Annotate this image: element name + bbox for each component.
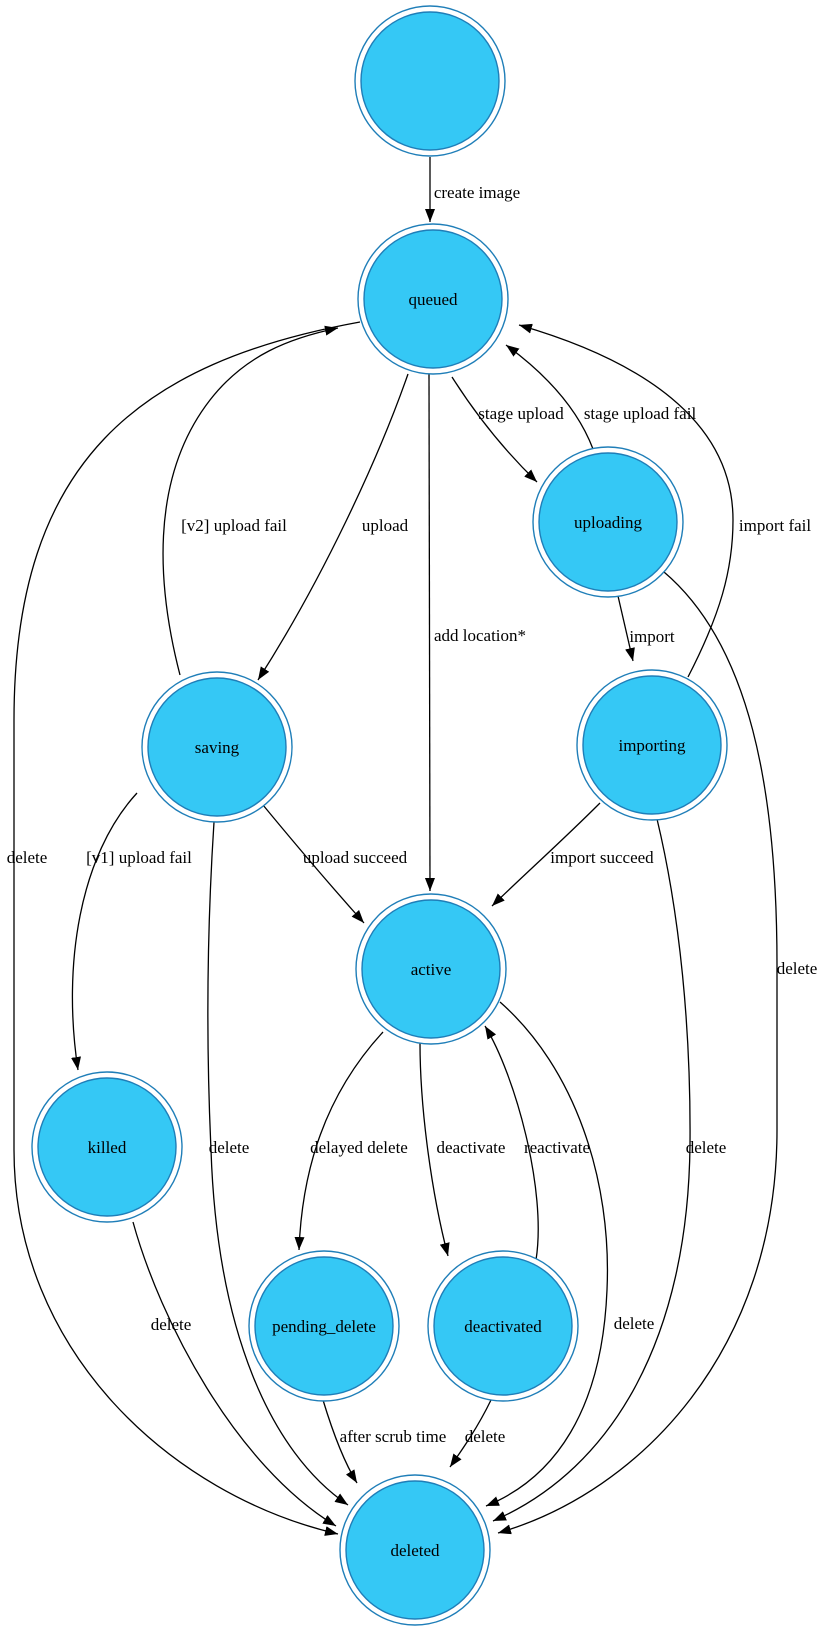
edge-line-killed-delete bbox=[132, 1221, 337, 1527]
edge-queued-to-deleted: delete bbox=[7, 321, 361, 1536]
edge-label-killed-delete: delete bbox=[151, 1315, 192, 1334]
state-label-importing: importing bbox=[618, 736, 686, 755]
state-node-queued: queued bbox=[357, 223, 509, 375]
edge-line-uploading-delete bbox=[497, 571, 778, 1535]
state-node-deactivated: deactivated bbox=[427, 1250, 579, 1402]
edge-importing-to-deleted: delete bbox=[492, 818, 727, 1522]
edge-importing-to-active: import succeed bbox=[491, 802, 654, 907]
edge-active-to-deleted: delete bbox=[485, 1001, 655, 1507]
edge-line-upload bbox=[257, 373, 409, 681]
edge-queued-to-uploading: stage upload bbox=[451, 376, 564, 483]
edge-uploading-to-queued: stage upload fail bbox=[505, 344, 697, 450]
edge-line-queued-delete bbox=[13, 321, 361, 1536]
state-label-active: active bbox=[411, 960, 452, 979]
edge-line-import-fail bbox=[518, 323, 734, 678]
state-importing-inner-circle bbox=[582, 675, 722, 815]
edge-line-stage-upload-fail bbox=[505, 344, 594, 450]
state-label-deleted: deleted bbox=[390, 1541, 440, 1560]
edges: create image stage upload stage upload f… bbox=[7, 157, 818, 1536]
state-start-inner-circle bbox=[360, 11, 500, 151]
edge-line-import-succeed bbox=[491, 802, 601, 907]
edge-line-reactivate bbox=[484, 1025, 539, 1261]
edge-active-to-deactivated: deactivate bbox=[419, 1042, 506, 1257]
state-label-pending-delete: pending_delete bbox=[272, 1317, 376, 1336]
edge-label-import-fail: import fail bbox=[739, 516, 812, 535]
edge-line-upload-succeed bbox=[262, 804, 365, 924]
state-node-importing: importing bbox=[576, 669, 728, 821]
edge-line-add-location bbox=[424, 373, 435, 892]
edge-label-v1-upload-fail: [v1] upload fail bbox=[86, 848, 192, 867]
edge-label-after-scrub-time: after scrub time bbox=[340, 1427, 447, 1446]
edge-saving-to-killed: [v1] upload fail bbox=[71, 792, 192, 1071]
nodes: queued uploading saving importing active… bbox=[31, 5, 728, 1626]
edge-label-import: import bbox=[629, 627, 675, 646]
edge-label-deactivate: deactivate bbox=[437, 1138, 506, 1157]
state-node-uploading: uploading bbox=[532, 446, 684, 598]
edge-start-to-queued: create image bbox=[425, 157, 520, 222]
state-label-queued: queued bbox=[408, 290, 458, 309]
state-active-inner-circle bbox=[361, 899, 501, 1039]
edge-line-active-delete bbox=[485, 1001, 609, 1507]
edge-label-stage-upload-fail: stage upload fail bbox=[584, 404, 697, 423]
edge-pending-delete-to-deleted: after scrub time bbox=[322, 1399, 447, 1484]
edge-label-v2-upload-fail: [v2] upload fail bbox=[181, 516, 287, 535]
edge-label-uploading-delete: delete bbox=[777, 959, 818, 978]
edge-label-upload: upload bbox=[362, 516, 409, 535]
edge-saving-to-active: upload succeed bbox=[262, 804, 408, 924]
state-node-pending-delete: pending_delete bbox=[248, 1250, 400, 1402]
edge-label-queued-delete: delete bbox=[7, 848, 48, 867]
state-saving-inner-circle bbox=[147, 677, 287, 817]
edge-saving-to-queued: [v2] upload fail bbox=[162, 325, 339, 676]
edge-line-deactivate bbox=[419, 1042, 450, 1257]
edge-label-add-location: add location* bbox=[434, 626, 526, 645]
edge-label-active-delete: delete bbox=[614, 1314, 655, 1333]
edge-importing-to-queued: import fail bbox=[518, 323, 812, 678]
state-killed-inner-circle bbox=[37, 1077, 177, 1217]
state-node-active: active bbox=[355, 893, 507, 1045]
edge-label-delayed-delete: delayed delete bbox=[310, 1138, 408, 1157]
edge-uploading-to-importing: import bbox=[617, 595, 675, 662]
edge-queued-to-active: add location* bbox=[424, 373, 526, 892]
edge-line-stage-upload bbox=[451, 376, 538, 483]
state-node-killed: killed bbox=[31, 1071, 183, 1223]
state-deleted-inner-circle bbox=[345, 1480, 485, 1620]
state-label-deactivated: deactivated bbox=[464, 1317, 542, 1336]
edge-label-saving-delete: delete bbox=[209, 1138, 250, 1157]
state-node-saving: saving bbox=[141, 671, 293, 823]
state-pending-delete-inner-circle bbox=[254, 1256, 394, 1396]
edge-label-deactivated-delete: delete bbox=[465, 1427, 506, 1446]
edge-label-upload-succeed: upload succeed bbox=[303, 848, 408, 867]
edge-line-import bbox=[617, 595, 635, 662]
edge-line-v1-upload-fail bbox=[71, 792, 138, 1071]
edge-queued-to-saving: upload bbox=[257, 373, 409, 681]
edge-line-after-scrub-time bbox=[322, 1399, 358, 1484]
state-queued-inner-circle bbox=[363, 229, 503, 369]
edge-line-deactivated-delete bbox=[449, 1399, 492, 1468]
edge-label-import-succeed: import succeed bbox=[550, 848, 654, 867]
state-node-start bbox=[354, 5, 506, 157]
edge-deactivated-to-active: reactivate bbox=[484, 1025, 590, 1261]
state-label-killed: killed bbox=[88, 1138, 127, 1157]
edge-label-importing-delete: delete bbox=[686, 1138, 727, 1157]
edge-line-importing-delete bbox=[492, 818, 691, 1522]
state-node-deleted: deleted bbox=[339, 1474, 491, 1626]
edge-active-to-pending-delete: delayed delete bbox=[294, 1031, 408, 1251]
edge-line-delayed-delete bbox=[294, 1031, 384, 1251]
edge-deactivated-to-deleted: delete bbox=[449, 1399, 506, 1468]
edge-uploading-to-deleted: delete bbox=[497, 571, 818, 1535]
state-label-uploading: uploading bbox=[574, 513, 642, 532]
edge-label-stage-upload: stage upload bbox=[478, 404, 564, 423]
edge-line-saving-delete bbox=[207, 821, 349, 1506]
edge-saving-to-deleted: delete bbox=[207, 821, 349, 1506]
edge-label-create-image: create image bbox=[434, 183, 520, 202]
edge-label-reactivate: reactivate bbox=[524, 1138, 590, 1157]
edge-killed-to-deleted: delete bbox=[132, 1221, 337, 1527]
edge-line-v2-upload-fail bbox=[162, 325, 339, 676]
state-label-saving: saving bbox=[195, 738, 240, 757]
state-uploading-inner-circle bbox=[538, 452, 678, 592]
state-deactivated-inner-circle bbox=[433, 1256, 573, 1396]
